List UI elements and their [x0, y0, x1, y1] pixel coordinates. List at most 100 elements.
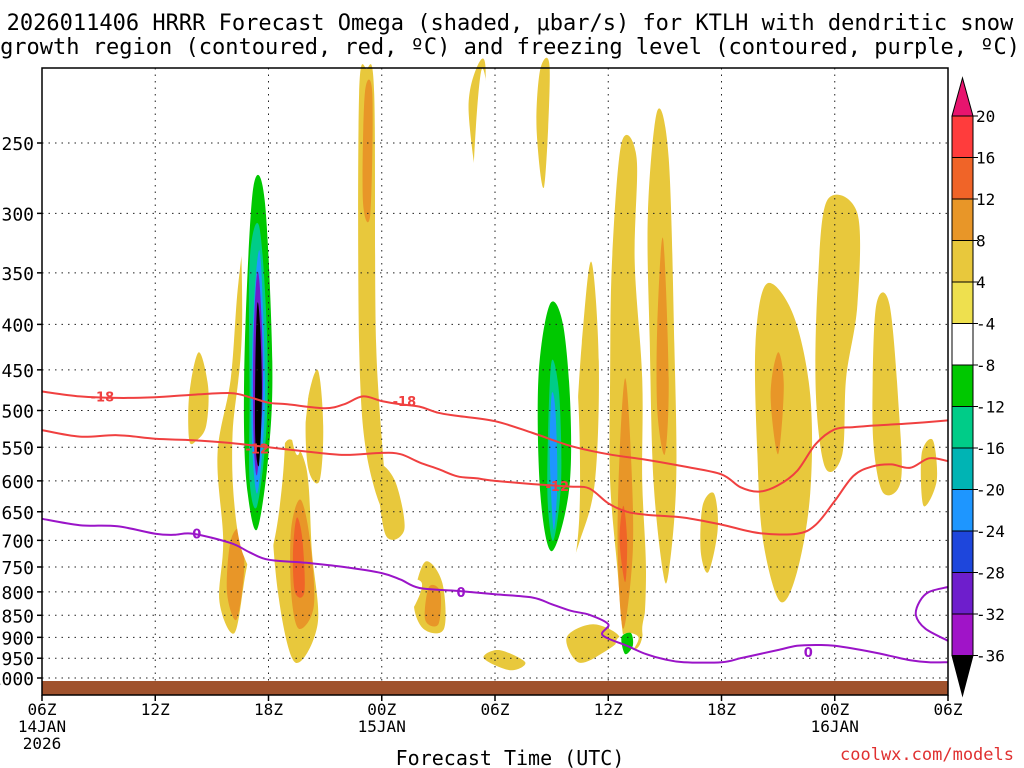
y-tick-label: 900 — [1, 628, 34, 649]
x-tick-label: 06Z — [934, 700, 963, 719]
omega-region-positive — [566, 624, 620, 663]
omega-region-positive — [362, 79, 373, 223]
colorbar-band — [951, 364, 974, 407]
dgz-label-minus18-b: -18 — [393, 395, 417, 410]
omega-region-negative — [324, 423, 345, 630]
y-tick-label: 350 — [1, 264, 34, 285]
chart-title-line2: growth region (contoured, red, ºC) and f… — [0, 35, 1020, 60]
omega-region-positive — [483, 649, 526, 671]
x-tick-label: 18Z — [254, 700, 283, 719]
omega-region-negative — [254, 302, 262, 467]
colorbar-arrow-top — [951, 76, 974, 117]
colorbar-band — [951, 613, 974, 656]
y-tick-label: 750 — [1, 558, 34, 579]
grid-layer — [41, 68, 949, 695]
colorbar-band — [951, 406, 974, 449]
omega-region-negative — [159, 505, 179, 621]
x-tick-label: 00Z — [820, 700, 849, 719]
x-tick-label: 18Z — [707, 700, 736, 719]
omega-region-positive — [226, 527, 245, 621]
omega-region-negative — [549, 392, 558, 530]
freezing-label-c: 0 — [804, 646, 813, 661]
contour-layer: -18 -18 -12 -12 0 0 0 — [41, 390, 949, 664]
colorbar-label: -4 — [976, 315, 995, 334]
dgz-label-minus12-a: -12 — [245, 443, 269, 458]
omega-region-negative — [462, 68, 492, 650]
colorbar-band — [951, 489, 974, 532]
omega-region-negative — [621, 632, 634, 655]
chart-title-line1: 2026011406 HRRR Forecast Omega (shaded, … — [7, 11, 1014, 36]
colorbar-label: -24 — [976, 522, 1005, 541]
omega-region-negative — [407, 360, 426, 471]
colorbar-label: -16 — [976, 439, 1005, 458]
omega-region-positive — [656, 237, 669, 455]
y-tick-label: 700 — [1, 531, 34, 552]
watermark: coolwx.com/models — [840, 745, 1014, 765]
y-axis: 2503003504004505005506006507007508008509… — [0, 134, 42, 690]
y-tick-label: 1000 — [0, 669, 34, 690]
omega-region-positive — [188, 352, 209, 445]
y-tick-label: 650 — [1, 503, 34, 524]
colorbar-label: 8 — [976, 232, 986, 251]
colorbar-band — [951, 572, 974, 615]
freezing-label-b: 0 — [457, 586, 466, 601]
colorbar-label: -20 — [976, 481, 1005, 500]
x-tick-label: 12Z — [594, 700, 623, 719]
omega-region-negative — [642, 601, 654, 655]
omega-region-positive — [619, 505, 628, 583]
omega-region-negative — [147, 410, 161, 488]
omega-region-positive — [424, 584, 442, 627]
x-axis-label: Forecast Time (UTC) — [396, 746, 625, 768]
x-tick-label: 12Z — [141, 700, 170, 719]
omega-region-positive — [754, 282, 813, 603]
ground-surface — [42, 681, 948, 695]
y-tick-label: 400 — [1, 315, 34, 336]
colorbar-band — [951, 198, 974, 241]
omega-region-positive — [536, 57, 550, 188]
freezing-label-a: 0 — [192, 528, 201, 543]
omega-region-positive — [377, 464, 405, 540]
freezing-level-contour-right — [914, 586, 949, 642]
colorbar-label: -8 — [976, 356, 995, 375]
y-tick-label: 550 — [1, 438, 34, 459]
colorbar-band — [951, 240, 974, 283]
colorbar-label: 12 — [976, 190, 995, 209]
y-tick-label: 800 — [1, 583, 34, 604]
omega-region-negative — [286, 158, 311, 456]
colorbar-label: 16 — [976, 149, 995, 168]
colorbar-band — [951, 530, 974, 573]
colorbar-label: -28 — [976, 564, 1005, 583]
dgz-label-minus18-a: -18 — [91, 390, 115, 405]
y-tick-label: 300 — [1, 204, 34, 225]
dgz-contour-minus18 — [41, 390, 949, 493]
plot-area: -18 -18 -12 -12 0 0 0 — [41, 48, 949, 696]
x-tick-label: 00Z — [367, 700, 396, 719]
y-tick-label: 950 — [1, 649, 34, 670]
colorbar-label: 4 — [976, 273, 986, 292]
y-tick-label: 250 — [1, 134, 34, 155]
colorbar: 20 16 12 8 4 -4 -8 -12 -16 -20 -24 -28 -32 -36 — [951, 76, 1005, 698]
colorbar-label: 20 — [976, 107, 995, 126]
omega-region-positive — [770, 352, 784, 455]
x-tick-date: 15JAN — [358, 717, 406, 736]
omega-region-negative — [121, 505, 144, 647]
dgz-contour-minus12 — [41, 429, 949, 536]
y-tick-label: 500 — [1, 402, 34, 423]
x-tick-label: 06Z — [28, 700, 57, 719]
omega-shading-layer — [121, 48, 938, 671]
omega-region-positive — [920, 438, 938, 507]
colorbar-arrow-bottom — [951, 655, 974, 698]
colorbar-label: -36 — [976, 647, 1005, 666]
omega-region-positive — [292, 517, 305, 598]
colorbar-band — [951, 115, 974, 158]
y-tick-label: 450 — [1, 361, 34, 382]
colorbar-band — [951, 323, 974, 366]
colorbar-label: -32 — [976, 605, 1005, 624]
x-tick-date: 16JAN — [811, 717, 859, 736]
omega-region-positive — [815, 194, 861, 473]
x-tick-label: 06Z — [481, 700, 510, 719]
colorbar-band — [951, 447, 974, 490]
dgz-label-minus12-b: -12 — [546, 480, 570, 495]
